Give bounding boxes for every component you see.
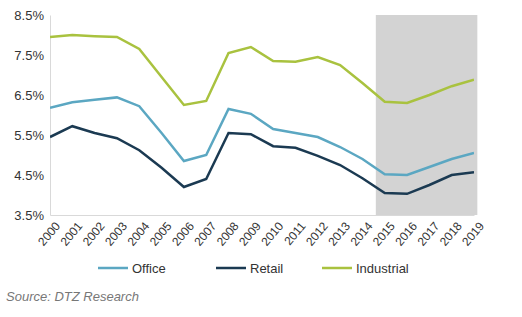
tick-label: 2011	[281, 219, 309, 248]
axis-line	[50, 16, 51, 216]
tick-label: 3.5%	[14, 208, 44, 223]
tick: 2003	[102, 215, 130, 249]
tick: 5.5%	[14, 128, 50, 143]
tick-label: 2001	[58, 219, 86, 249]
tick-label: 2000	[35, 219, 63, 249]
tick-label: 2016	[392, 219, 420, 249]
tick: 2005	[147, 215, 175, 249]
tick-label: 2005	[147, 219, 175, 249]
chart: 3.5% 4.5% 5.5% 6.5% 7.5% 8.5% 2000200120022003…	[0, 0, 522, 317]
tick-label: 2018	[437, 219, 465, 249]
y-axis: 3.5% 4.5% 5.5% 6.5% 7.5% 8.5%	[14, 8, 50, 223]
tick-label: 6.5%	[14, 88, 44, 103]
tick: 2013	[325, 215, 353, 249]
tick: 2017	[415, 215, 443, 249]
legend-label: Office	[132, 261, 166, 276]
legend-swatch	[216, 267, 246, 270]
tick-label: 4.5%	[14, 168, 44, 183]
tick: 4.5%	[14, 168, 50, 183]
tick-label: 2019	[459, 219, 487, 249]
tick: 2016	[392, 215, 420, 249]
tick: 2002	[80, 215, 108, 249]
tick-label: 2006	[169, 219, 197, 249]
line	[50, 126, 474, 194]
tick: 8.5%	[14, 8, 50, 23]
tick-label: 2007	[191, 219, 219, 249]
tick-label: 2010	[258, 219, 286, 249]
legend-item: Office	[98, 261, 166, 276]
legend-item: Retail	[216, 261, 283, 276]
tick: 2000	[35, 215, 63, 249]
tick-label: 2008	[214, 219, 242, 249]
tick: 2007	[191, 215, 219, 249]
tick: 2011	[281, 215, 309, 248]
tick: 2015	[370, 215, 398, 249]
tick-label: 2012	[303, 219, 331, 249]
series-group	[50, 35, 474, 194]
legend-swatch	[322, 267, 352, 270]
legend-swatch	[98, 267, 128, 270]
tick: 2001	[58, 215, 86, 249]
tick: 2014	[348, 215, 376, 249]
tick: 2019	[459, 215, 487, 249]
tick: 2008	[214, 215, 242, 249]
tick: 2009	[236, 215, 264, 249]
tick-label: 2013	[325, 219, 353, 249]
source: Source: DTZ Research	[6, 289, 139, 304]
tick-label: 2002	[80, 219, 108, 249]
tick: 6.5%	[14, 88, 50, 103]
line	[50, 35, 474, 105]
tick: 7.5%	[14, 48, 50, 63]
x-axis: 2000200120022003200420052006200720082009…	[35, 215, 487, 249]
tick-label: 7.5%	[14, 48, 44, 63]
tick: 2012	[303, 215, 331, 249]
tick-label: 2003	[102, 219, 130, 249]
plot: 3.5% 4.5% 5.5% 6.5% 7.5% 8.5% 2000200120022003…	[14, 8, 487, 249]
tick-label: 5.5%	[14, 128, 44, 143]
legend: Office Retail Industrial	[98, 261, 409, 276]
legend-label: Retail	[250, 261, 283, 276]
legend-item: Industrial	[322, 261, 409, 276]
tick-label: 8.5%	[14, 8, 44, 23]
tick: 2018	[437, 215, 465, 249]
tick-label: 2009	[236, 219, 264, 249]
tick-label: 2015	[370, 219, 398, 249]
tick-label: 2014	[348, 219, 376, 249]
axis-line	[51, 215, 475, 216]
tick: 2006	[169, 215, 197, 249]
legend-label: Industrial	[356, 261, 409, 276]
tick-label: 2017	[415, 219, 443, 249]
tick: 2004	[124, 215, 152, 249]
tick-label: 2004	[124, 219, 152, 249]
tick: 3.5%	[14, 208, 50, 223]
tick: 2010	[258, 215, 286, 249]
